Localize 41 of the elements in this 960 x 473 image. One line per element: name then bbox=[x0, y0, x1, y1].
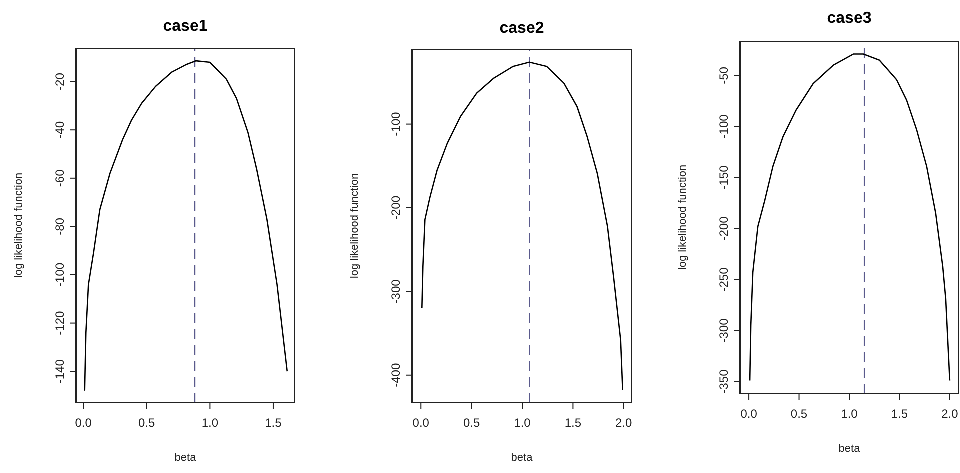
x-tick-label: 0.5 bbox=[138, 416, 156, 430]
y-tick-label: -40 bbox=[53, 121, 67, 139]
y-tick-label: -60 bbox=[53, 169, 67, 188]
y-tick-label: -20 bbox=[53, 72, 67, 90]
y-tick-label: -200 bbox=[389, 196, 403, 220]
x-tick-label: 0.0 bbox=[75, 416, 92, 430]
y-tick-label: -50 bbox=[717, 66, 731, 84]
x-tick-label: 1.5 bbox=[891, 407, 908, 421]
chart-title: case3 bbox=[826, 10, 873, 28]
chart-title: case2 bbox=[498, 20, 546, 38]
x-tick-label: 0.0 bbox=[740, 407, 758, 421]
x-tick-label: 1.0 bbox=[841, 407, 858, 421]
y-tick-label: -80 bbox=[53, 218, 67, 236]
y-tick-label: -250 bbox=[717, 267, 731, 292]
y-axis-title: log likelihood function bbox=[348, 173, 361, 279]
y-axis-title: log likelihood function bbox=[676, 164, 689, 270]
y-tick-label: -100 bbox=[717, 114, 731, 139]
x-tick-label: 1.0 bbox=[514, 416, 532, 430]
y-tick-label: -300 bbox=[717, 318, 731, 343]
y-tick-label: -100 bbox=[389, 112, 403, 136]
y-tick-label: -350 bbox=[717, 369, 731, 394]
x-tick-label: 1.5 bbox=[265, 416, 282, 430]
y-tick-label: -300 bbox=[389, 279, 403, 304]
y-axis-title: log likelihood function bbox=[12, 172, 25, 278]
y-tick-label: -400 bbox=[389, 363, 403, 388]
x-tick-label: 0.0 bbox=[412, 416, 430, 430]
x-tick-label: 0.5 bbox=[790, 407, 808, 421]
y-tick-label: -100 bbox=[53, 262, 67, 288]
x-axis-title: beta bbox=[511, 452, 534, 464]
x-tick-label: 2.0 bbox=[616, 416, 633, 430]
y-tick-label: -140 bbox=[53, 359, 67, 384]
y-tick-label: -120 bbox=[53, 310, 67, 336]
x-axis-title: beta bbox=[838, 443, 862, 455]
y-tick-label: -200 bbox=[717, 216, 731, 241]
chart-title: case1 bbox=[162, 18, 209, 36]
x-tick-label: 2.0 bbox=[942, 407, 959, 421]
x-tick-label: 1.5 bbox=[564, 416, 582, 430]
x-tick-label: 1.0 bbox=[202, 416, 219, 430]
x-axis-title: beta bbox=[174, 452, 198, 464]
y-tick-label: -150 bbox=[717, 165, 731, 190]
x-tick-label: 0.5 bbox=[463, 416, 480, 430]
